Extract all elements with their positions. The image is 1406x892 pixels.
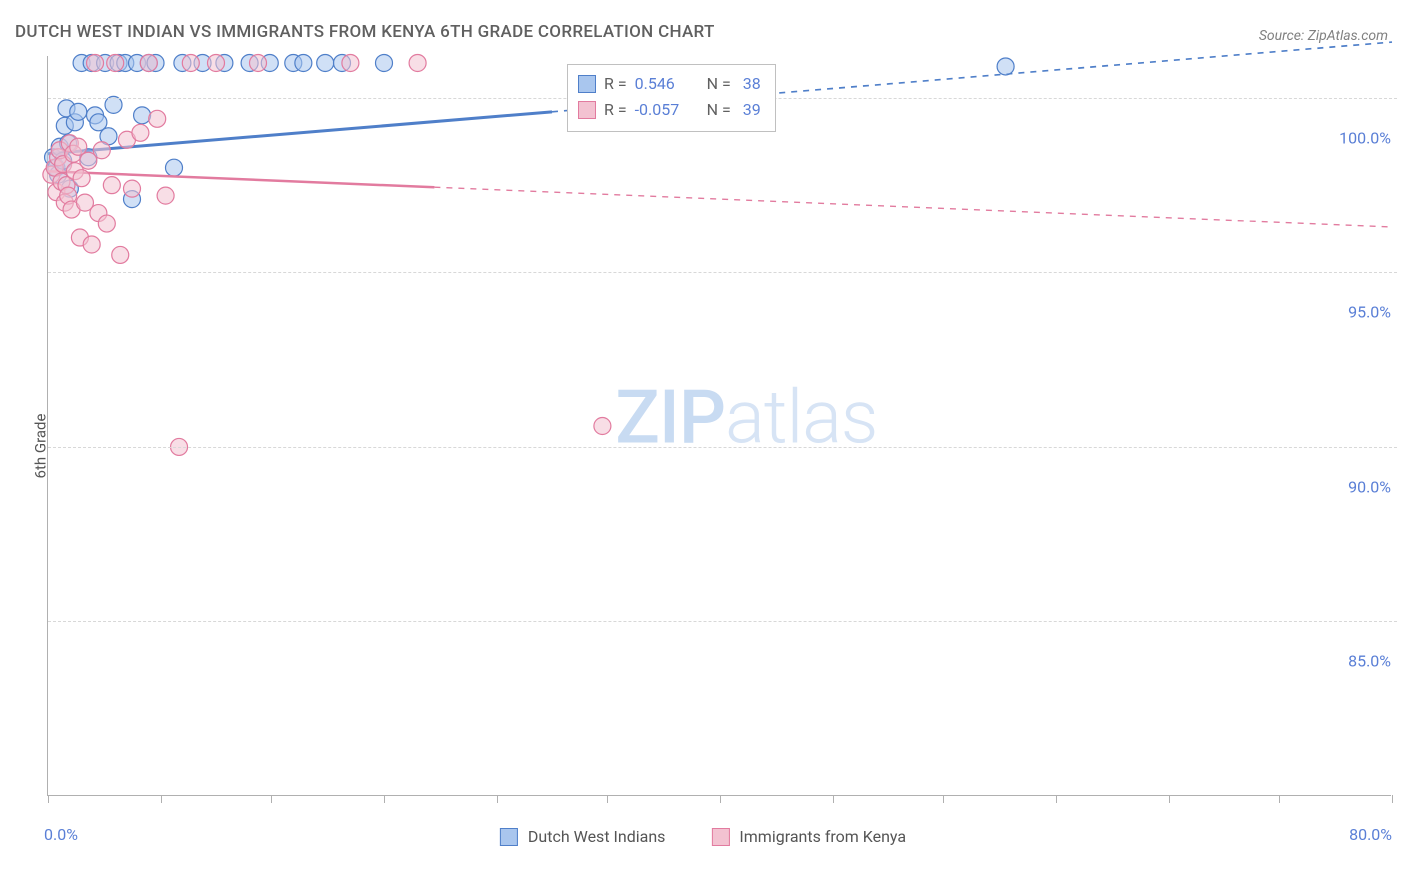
plot-svg <box>48 56 1391 795</box>
scatter-point <box>166 159 183 176</box>
x-tick <box>48 795 49 803</box>
scatter-point <box>105 96 122 113</box>
corr-r-label: R = <box>604 97 627 123</box>
y-tick-label: 100.0% <box>1337 128 1393 147</box>
source-attribution: Source: ZipAtlas.com <box>1259 28 1388 44</box>
scatter-point <box>134 107 151 124</box>
bottom-legend: Dutch West Indians Immigrants from Kenya <box>500 827 906 846</box>
scatter-point <box>997 58 1014 75</box>
scatter-point <box>250 54 267 71</box>
chart-container: DUTCH WEST INDIAN VS IMMIGRANTS FROM KEN… <box>0 0 1406 892</box>
scatter-point <box>140 54 157 71</box>
corr-row: R = -0.057 N = 39 <box>578 97 761 123</box>
scatter-point <box>83 236 100 253</box>
corr-swatch <box>578 101 596 119</box>
x-tick <box>607 795 608 803</box>
scatter-point <box>93 142 110 159</box>
scatter-point <box>342 54 359 71</box>
gridline-h <box>48 272 1397 273</box>
corr-n-label: N = <box>703 71 731 97</box>
legend-item-1: Dutch West Indians <box>500 827 666 846</box>
scatter-point <box>112 246 129 263</box>
chart-title: DUTCH WEST INDIAN VS IMMIGRANTS FROM KEN… <box>15 22 715 42</box>
x-tick <box>720 795 721 803</box>
gridline-h <box>48 621 1397 622</box>
correlation-legend-box: R = 0.546 N = 38 R = -0.057 N = 39 <box>567 64 776 132</box>
scatter-point <box>208 54 225 71</box>
corr-row: R = 0.546 N = 38 <box>578 71 761 97</box>
scatter-point <box>132 124 149 141</box>
scatter-point <box>149 110 166 127</box>
scatter-point <box>73 170 90 187</box>
x-tick <box>271 795 272 803</box>
corr-r-value: -0.057 <box>635 97 695 123</box>
x-axis-max-label: 80.0% <box>1349 825 1392 844</box>
x-tick <box>943 795 944 803</box>
legend-swatch-2 <box>711 828 729 846</box>
x-tick <box>1169 795 1170 803</box>
x-tick <box>833 795 834 803</box>
x-tick <box>1392 795 1393 803</box>
corr-r-label: R = <box>604 71 627 97</box>
scatter-point <box>98 215 115 232</box>
scatter-point <box>70 103 87 120</box>
scatter-point <box>376 54 393 71</box>
legend-label-2: Immigrants from Kenya <box>739 827 906 846</box>
corr-swatch <box>578 75 596 93</box>
x-tick <box>384 795 385 803</box>
scatter-point <box>594 418 611 435</box>
x-tick <box>1279 795 1280 803</box>
x-axis-min-label: 0.0% <box>44 825 78 844</box>
x-tick <box>1056 795 1057 803</box>
corr-r-value: 0.546 <box>635 71 695 97</box>
y-tick-label: 95.0% <box>1346 303 1393 322</box>
x-tick <box>161 795 162 803</box>
corr-n-value: 38 <box>739 71 761 97</box>
scatter-point <box>157 187 174 204</box>
plot-area: ZIPatlas 85.0%90.0%95.0%100.0% <box>47 56 1391 796</box>
scatter-point <box>182 54 199 71</box>
y-tick-label: 85.0% <box>1346 652 1393 671</box>
scatter-point <box>107 54 124 71</box>
scatter-point <box>409 54 426 71</box>
y-tick-label: 90.0% <box>1346 477 1393 496</box>
corr-n-value: 39 <box>739 97 761 123</box>
scatter-point <box>124 180 141 197</box>
corr-n-label: N = <box>703 97 731 123</box>
scatter-point <box>103 177 120 194</box>
legend-label-1: Dutch West Indians <box>528 827 666 846</box>
trend-line-dashed <box>434 187 1392 227</box>
legend-swatch-1 <box>500 828 518 846</box>
scatter-point <box>295 54 312 71</box>
legend-item-2: Immigrants from Kenya <box>711 827 906 846</box>
scatter-point <box>317 54 334 71</box>
gridline-h <box>48 447 1397 448</box>
scatter-point <box>87 54 104 71</box>
x-tick <box>497 795 498 803</box>
